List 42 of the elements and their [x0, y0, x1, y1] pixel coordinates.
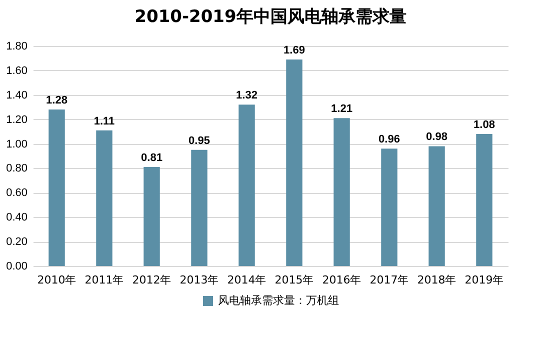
y-tick-label: 0.00 [6, 260, 28, 272]
data-label: 1.11 [94, 115, 115, 128]
bar [191, 150, 208, 266]
x-tick-label: 2012年 [132, 274, 172, 286]
legend-label: 风电轴承需求量：万机组 [218, 294, 339, 307]
y-tick-label: 0.20 [6, 236, 28, 248]
x-tick-label: 2011年 [84, 274, 124, 286]
bar [48, 110, 65, 266]
y-tick-label: 0.40 [6, 212, 28, 224]
data-label: 0.96 [378, 134, 400, 146]
data-label: 1.08 [474, 119, 495, 131]
data-label: 1.32 [236, 90, 258, 102]
y-tick-label: 0.60 [6, 187, 28, 200]
x-tick-label: 2016年 [322, 274, 362, 286]
x-tick-label: 2018年 [417, 274, 456, 286]
y-tick-label: 1.00 [6, 138, 28, 150]
data-label: 1.28 [46, 94, 68, 107]
data-label: 1.69 [284, 44, 305, 56]
data-label: 0.95 [188, 134, 210, 147]
y-tick-label: 1.60 [6, 64, 28, 77]
bar [334, 118, 350, 266]
bar [96, 130, 112, 266]
x-tick-label: 2014年 [227, 274, 266, 286]
bar [476, 134, 492, 266]
bar [144, 167, 160, 266]
x-tick-label: 2017年 [370, 274, 409, 286]
y-tick-label: 1.40 [6, 89, 28, 102]
x-tick-label: 2010年 [37, 274, 76, 286]
bar [428, 146, 445, 266]
y-tick-label: 1.80 [6, 40, 28, 52]
data-label: 0.98 [426, 131, 448, 144]
data-label: 0.81 [141, 152, 162, 164]
bar [381, 148, 398, 266]
x-tick-label: 2019年 [464, 274, 504, 286]
y-tick-label: 0.80 [6, 162, 28, 175]
x-tick-label: 2015年 [274, 274, 314, 286]
chart-title: 2010-2019年中国风电轴承需求量 [134, 7, 406, 27]
bar [238, 104, 255, 266]
x-tick-label: 2013年 [180, 274, 219, 286]
bar [286, 59, 302, 266]
y-tick-label: 1.20 [6, 114, 28, 126]
data-label: 1.21 [331, 103, 352, 116]
